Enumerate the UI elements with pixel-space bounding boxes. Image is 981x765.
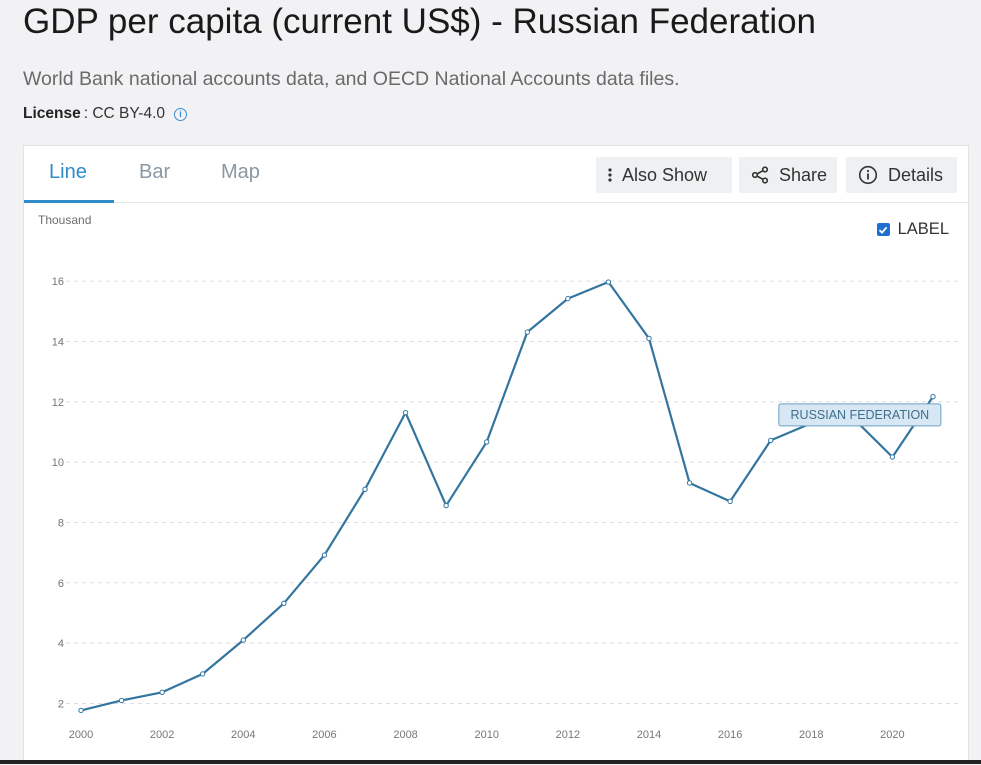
share-button[interactable]: Share [739,157,837,193]
chart-tabs: Line Bar Map Also Show Share Details [24,146,968,203]
label-toggle-text: LABEL [897,220,949,238]
data-point [889,454,896,460]
series-label: RUSSIAN FEDERATION [791,408,930,422]
x-tick-label: 2020 [880,729,904,741]
line-chart: 2 4 6 8 10 12 14 16 2000 2002 2004 2006 2008 2010 2012… [52,276,959,741]
x-tick-label: 2008 [393,729,417,741]
x-tick-label: 2014 [637,729,661,741]
y-tick-label: 14 [52,336,64,348]
page-title: GDP per capita (current US$) - Russian F… [23,2,817,41]
data-point [78,707,84,714]
y-tick-label: 6 [58,578,64,590]
data-point [524,329,530,335]
data-point [443,502,449,509]
data-point [321,552,328,558]
data-point [930,393,936,400]
tab-bar[interactable]: Bar [139,161,171,183]
tab-line[interactable]: Line [49,161,87,183]
data-point [768,437,774,444]
data-point [402,409,409,416]
x-tick-label: 2016 [718,729,742,741]
data-point [118,697,125,704]
data-point [362,486,368,492]
y-tick-label: 8 [58,517,64,529]
y-tick-label: 10 [52,457,64,469]
data-point [240,637,246,643]
x-tick-label: 2010 [474,729,498,741]
details-button[interactable]: Details [846,157,957,193]
more-vertical-icon [608,168,612,182]
data-point [200,671,206,677]
license-label: License [23,105,81,122]
license-row: License : CC BY-4.0 i [23,105,188,123]
share-icon [751,166,769,184]
series-line [80,280,934,712]
x-tick-label: 2004 [231,729,255,741]
x-tick-label: 2000 [69,729,93,741]
data-point [605,279,612,285]
active-tab-indicator [24,200,114,203]
x-tick-label: 2006 [312,729,336,741]
details-label: Details [888,164,944,185]
y-tick-label: 4 [58,638,64,650]
data-point [159,689,165,695]
y-tick-label: 12 [52,397,64,409]
license-value: : CC BY-4.0 [83,105,166,122]
x-tick-label: 2002 [150,729,174,741]
tab-map[interactable]: Map [221,161,260,183]
also-show-button[interactable]: Also Show [596,157,732,193]
also-show-label: Also Show [622,164,708,185]
share-label: Share [779,164,828,185]
x-tick-label: 2018 [799,729,823,741]
info-circle-icon [858,165,878,185]
y-axis-unit-label: Thousand [38,213,92,227]
y-tick-label: 2 [58,698,64,710]
data-point [686,480,693,486]
data-point [646,335,652,342]
data-point [281,600,287,607]
series-label-box [778,403,942,427]
data-point [484,439,490,445]
page-subtitle: World Bank national accounts data, and O… [23,68,680,90]
chart-card: Line Bar Map Also Show Share Details LAB… [23,145,969,764]
data-point [565,295,571,302]
x-tick-label: 2012 [556,729,580,741]
info-icon[interactable]: i [174,107,188,121]
y-tick-label: 16 [52,276,64,288]
label-toggle[interactable]: LABEL [876,220,949,239]
data-point [727,498,733,505]
check-icon [879,226,888,234]
label-checkbox[interactable] [876,223,890,236]
bottom-edge [0,760,981,764]
